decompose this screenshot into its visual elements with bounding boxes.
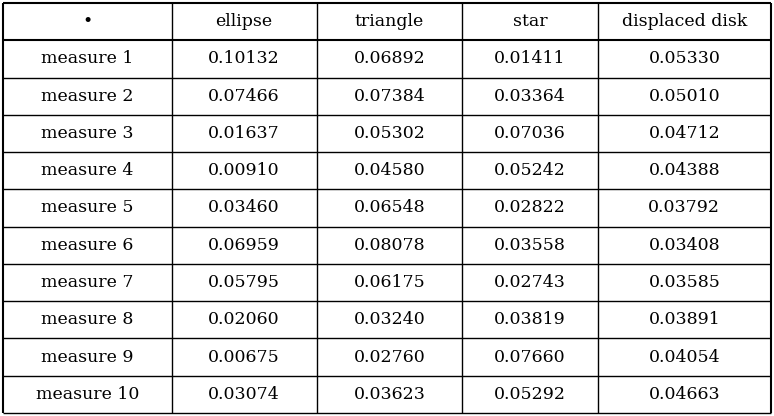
Text: 0.04388: 0.04388 [649,162,720,179]
Text: 0.03074: 0.03074 [208,386,280,403]
Text: 0.07466: 0.07466 [208,88,280,105]
Text: 0.03819: 0.03819 [494,311,566,328]
Text: 0.05242: 0.05242 [494,162,566,179]
Text: 0.03558: 0.03558 [494,237,566,254]
Text: 0.04054: 0.04054 [649,349,720,366]
Text: •: • [82,13,92,30]
Text: measure 4: measure 4 [41,162,133,179]
Text: measure 9: measure 9 [41,349,134,366]
Text: 0.06548: 0.06548 [354,200,425,216]
Text: 0.02822: 0.02822 [494,200,566,216]
Text: 0.02743: 0.02743 [494,274,566,291]
Text: 0.02760: 0.02760 [354,349,425,366]
Text: 0.06959: 0.06959 [208,237,280,254]
Text: 0.05795: 0.05795 [208,274,280,291]
Text: 0.06175: 0.06175 [354,274,425,291]
Text: 0.03792: 0.03792 [649,200,721,216]
Text: 0.05302: 0.05302 [354,125,425,142]
Text: 0.10132: 0.10132 [208,50,280,67]
Text: ellipse: ellipse [216,13,272,30]
Text: 0.03364: 0.03364 [494,88,566,105]
Text: 0.07036: 0.07036 [494,125,566,142]
Text: 0.02060: 0.02060 [208,311,280,328]
Text: measure 5: measure 5 [41,200,134,216]
Text: 0.08078: 0.08078 [354,237,425,254]
Text: 0.04663: 0.04663 [649,386,720,403]
Text: measure 2: measure 2 [41,88,134,105]
Text: 0.05010: 0.05010 [649,88,720,105]
Text: measure 3: measure 3 [41,125,134,142]
Text: measure 10: measure 10 [36,386,139,403]
Text: 0.01637: 0.01637 [208,125,280,142]
Text: measure 8: measure 8 [41,311,133,328]
Text: triangle: triangle [354,13,424,30]
Text: 0.04712: 0.04712 [649,125,721,142]
Text: 0.03585: 0.03585 [649,274,721,291]
Text: 0.03623: 0.03623 [354,386,425,403]
Text: 0.01411: 0.01411 [494,50,566,67]
Text: star: star [512,13,547,30]
Text: displaced disk: displaced disk [622,13,747,30]
Text: measure 6: measure 6 [41,237,133,254]
Text: 0.05292: 0.05292 [494,386,566,403]
Text: 0.03460: 0.03460 [208,200,280,216]
Text: measure 7: measure 7 [41,274,134,291]
Text: 0.03408: 0.03408 [649,237,720,254]
Text: 0.03891: 0.03891 [649,311,721,328]
Text: measure 1: measure 1 [41,50,133,67]
Text: 0.06892: 0.06892 [354,50,425,67]
Text: 0.03240: 0.03240 [354,311,425,328]
Text: 0.00675: 0.00675 [208,349,280,366]
Text: 0.00910: 0.00910 [208,162,280,179]
Text: 0.04580: 0.04580 [354,162,425,179]
Text: 0.05330: 0.05330 [649,50,721,67]
Text: 0.07660: 0.07660 [494,349,566,366]
Text: 0.07384: 0.07384 [354,88,425,105]
